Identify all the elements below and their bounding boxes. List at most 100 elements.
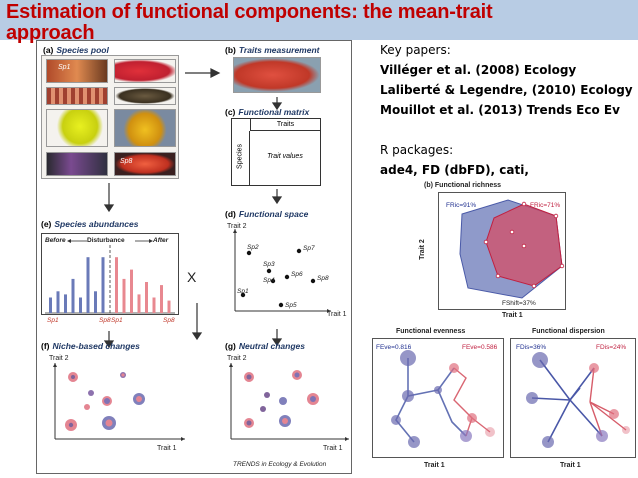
r-packages-list: ade4, FD (dbFD), cati, — [380, 163, 529, 177]
label-sp1: Sp1 — [237, 288, 249, 295]
point-sp5 — [278, 302, 284, 308]
fdis-red-annotation: FDis=24% — [596, 344, 627, 351]
richness-title: (b) Functional richness — [424, 182, 502, 189]
fric-blue-annotation: FRic=91% — [446, 202, 477, 209]
functional-space-plot — [233, 229, 331, 313]
slide-title: Estimation of functional components: the… — [0, 0, 638, 44]
after-bar-2 — [122, 278, 126, 313]
fish-photo-yellow-round — [46, 109, 108, 147]
niche-changes-plot — [53, 363, 185, 441]
matrix-traits-header: Traits — [250, 119, 320, 131]
disturbance-label: Disturbance — [87, 237, 125, 244]
fish-photo-sp1 — [46, 59, 108, 83]
richness-plot — [438, 192, 566, 310]
feve-blue-annotation: FEve=0.816 — [376, 344, 412, 351]
point-sp8 — [310, 278, 316, 284]
panel-d-x-axis-label: Trait 1 — [327, 311, 347, 318]
species-pool-photos: Sp1 Sp8 — [41, 55, 179, 179]
panel-d-label: (d) Functional space — [225, 209, 309, 219]
before-bar-8 — [101, 257, 105, 313]
functional-matrix: Traits Species Trait values — [231, 118, 321, 186]
panel-f-x-axis-label: Trait 1 — [157, 445, 177, 452]
evenness-title: Functional evenness — [396, 328, 466, 335]
before-bar-1 — [49, 297, 52, 313]
panel-g-y-axis-label: Trait 2 — [227, 355, 247, 362]
fdis-blue-annotation: FDis=36% — [516, 344, 547, 351]
before-bar-7 — [94, 291, 97, 313]
fish-photo-striped — [46, 87, 108, 105]
panel-b-label: (b) Traits measurement — [225, 45, 320, 55]
fish-photo-dark — [114, 87, 176, 105]
paper-villeger: Villéger et al. (2008) Ecology — [380, 63, 577, 77]
after-bar-5 — [145, 282, 148, 313]
fish-photo-butterfly — [114, 109, 176, 147]
abund-x-sp1-after: Sp1 — [111, 317, 123, 324]
fish-photo-dark-long — [46, 152, 108, 176]
sp1-tag: Sp1 — [58, 64, 71, 71]
after-bar-6 — [152, 297, 156, 313]
r-packages-heading: R packages: — [380, 143, 454, 157]
before-bar-3 — [64, 294, 67, 313]
functional-richness-chart: (b) Functional richness Trait 2 Trait 1 … — [418, 180, 570, 320]
point-sp3 — [266, 268, 272, 274]
slide-title-line-1: Estimation of functional components: the… — [6, 1, 493, 23]
panel-d-y-axis-label: Trait 2 — [227, 223, 247, 230]
panel-e-label: (e) Species abundances — [41, 219, 139, 229]
after-bar-4 — [137, 294, 141, 313]
dispersion-title: Functional dispersion — [532, 328, 605, 335]
evenness-x-axis-label: Trait 1 — [424, 462, 445, 469]
abund-x-sp8-after: Sp8 — [163, 317, 175, 324]
point-sp6 — [284, 274, 290, 280]
panel-a-label: (a) Species pool — [43, 45, 109, 55]
label-sp2: Sp2 — [247, 244, 259, 251]
richness-y-axis-label: Trait 2 — [418, 239, 426, 260]
dispersion-x-axis-label: Trait 1 — [560, 462, 581, 469]
fish-photo-red — [114, 59, 176, 83]
abund-x-sp1-before: Sp1 — [47, 317, 59, 324]
richness-x-axis-label: Trait 1 — [502, 312, 523, 319]
after-bar-8 — [167, 300, 171, 313]
after-bar-7 — [160, 285, 163, 313]
figure-credit: TRENDS in Ecology & Evolution — [233, 461, 327, 468]
label-sp5: Sp5 — [285, 302, 297, 309]
panel-c-label: (c) Functional matrix — [225, 107, 310, 117]
point-sp1 — [240, 292, 246, 298]
sp8-tag: Sp8 — [120, 158, 133, 165]
label-sp6: Sp6 — [291, 271, 303, 278]
functional-evenness-chart: Functional evenness Trait 1 FEve=0.816 F… — [372, 326, 506, 472]
before-label: Before — [45, 237, 66, 244]
fric-red-annotation: FRic=71% — [530, 202, 561, 209]
figure-arrows — [103, 68, 283, 349]
label-sp8: Sp8 — [317, 275, 329, 282]
label-sp3: Sp3 — [263, 261, 275, 268]
matrix-species-column: Species — [232, 131, 250, 185]
trends-figure: (a) Species pool Sp1 Sp8 (b) Traits measur… — [36, 40, 352, 474]
evenness-plot — [372, 338, 504, 458]
fish-photo-sp8 — [114, 152, 176, 176]
traits-measurement-photo — [233, 57, 321, 93]
slide-title-line-2: approach — [6, 22, 95, 44]
panel-f-y-axis-label: Trait 2 — [49, 355, 69, 362]
matrix-trait-values: Trait values — [267, 153, 303, 160]
after-label: After — [153, 237, 169, 244]
abund-x-sp8-before: Sp8 — [99, 317, 111, 324]
panel-f-label: (f) Niche-based changes — [41, 341, 140, 351]
abundances-chart — [45, 239, 175, 314]
after-bar-3 — [130, 269, 133, 313]
before-bar-4 — [71, 278, 75, 313]
neutral-changes-plot — [229, 363, 349, 441]
dispersion-plot — [510, 338, 636, 458]
label-sp7: Sp7 — [303, 245, 315, 252]
point-sp2 — [246, 250, 252, 256]
abundances-box — [41, 233, 179, 315]
paper-mouillot: Mouillot et al. (2013) Trends Eco Ev — [380, 103, 620, 117]
cross-symbol: X — [187, 269, 197, 285]
before-bar-2 — [56, 291, 60, 313]
point-sp7 — [296, 248, 302, 254]
before-bar-5 — [79, 297, 82, 313]
feve-red-annotation: FEve=0.586 — [462, 344, 498, 351]
after-bar-1 — [115, 257, 118, 313]
label-sp4: Sp4 — [263, 277, 275, 284]
fshift-annotation: FShift=37% — [502, 300, 536, 307]
paper-laliberte: Laliberté & Legendre, (2010) Ecology — [380, 83, 633, 97]
